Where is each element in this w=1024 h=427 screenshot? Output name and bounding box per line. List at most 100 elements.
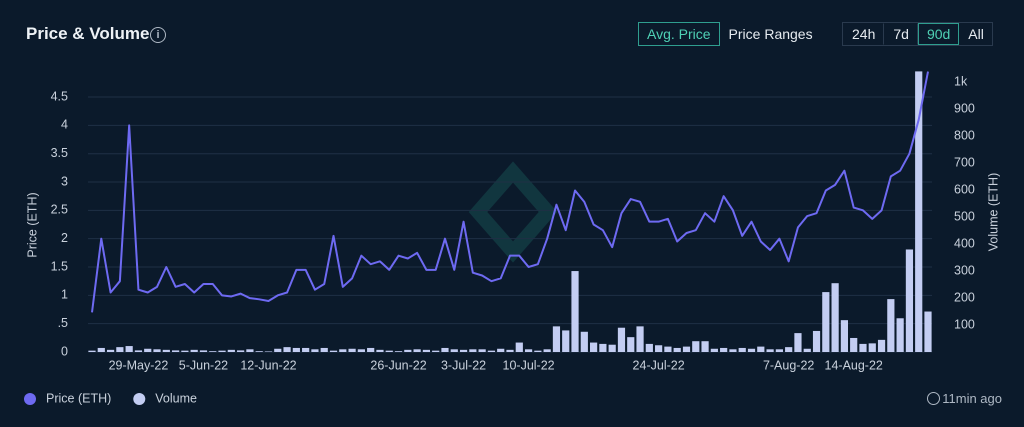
volume-bar bbox=[134, 350, 143, 352]
volume-bar bbox=[822, 292, 830, 352]
volume-bar bbox=[729, 349, 737, 352]
volume-bar bbox=[199, 350, 208, 352]
volume-bar bbox=[868, 343, 876, 352]
x-tick-label: 24-Jul-22 bbox=[633, 358, 685, 372]
volume-bar bbox=[413, 349, 421, 352]
volume-bar bbox=[376, 349, 384, 352]
watermark bbox=[468, 161, 558, 263]
range-toggle: 24h 7d 90d All bbox=[842, 22, 993, 46]
volume-bar bbox=[292, 347, 300, 352]
toggle-button[interactable]: All bbox=[968, 26, 984, 42]
volume-bar bbox=[645, 343, 653, 352]
y2-tick-label: 1k bbox=[954, 74, 968, 88]
volume-bar bbox=[590, 342, 598, 352]
volume-bar bbox=[172, 350, 180, 352]
volume-bar bbox=[812, 330, 821, 352]
volume-bar bbox=[88, 350, 96, 352]
volume-bar bbox=[97, 347, 105, 352]
volume-bar bbox=[580, 331, 588, 352]
y2-tick-label: 700 bbox=[954, 155, 975, 169]
volume-bar bbox=[896, 318, 904, 352]
volume-bar bbox=[320, 347, 328, 352]
volume-bar bbox=[627, 337, 635, 352]
toggle-button[interactable]: 7d bbox=[884, 23, 918, 45]
volume-bar bbox=[237, 350, 245, 352]
volume-bar bbox=[497, 348, 505, 352]
volume-bar bbox=[478, 349, 486, 352]
volume-bar bbox=[515, 342, 523, 352]
volume-bar bbox=[710, 348, 718, 352]
volume-bar bbox=[357, 349, 365, 352]
volume-bar bbox=[450, 349, 458, 352]
volume-bar bbox=[459, 349, 468, 352]
x-tick-label: 26-Jun-22 bbox=[370, 358, 426, 372]
volume-bar bbox=[673, 347, 681, 352]
volume-bar bbox=[738, 347, 746, 352]
volume-bar bbox=[283, 347, 291, 352]
y2-tick-label: 300 bbox=[954, 263, 975, 277]
volume-bar bbox=[775, 349, 783, 352]
volume-bar bbox=[487, 350, 496, 352]
volume-bar bbox=[682, 346, 691, 352]
y2-axis-label: Volume (ETH) bbox=[986, 173, 1000, 252]
chart-title: Price & Volume bbox=[26, 24, 150, 43]
y2-tick-label: 500 bbox=[954, 209, 975, 223]
volume-bar bbox=[311, 349, 319, 352]
volume-bar bbox=[422, 349, 430, 352]
x-tick-label: 3-Jul-22 bbox=[441, 358, 486, 372]
price-mode-toggle: Avg. Price Price Ranges bbox=[638, 22, 822, 46]
y-tick-label: 0 bbox=[61, 344, 68, 358]
volume-bar bbox=[153, 349, 161, 352]
info-icon[interactable]: i bbox=[150, 27, 166, 43]
volume-bar bbox=[404, 349, 412, 352]
volume-bar bbox=[757, 346, 765, 352]
volume-bar bbox=[394, 351, 403, 352]
volume-bar bbox=[655, 345, 663, 352]
volume-bar bbox=[543, 349, 551, 352]
volume-bar bbox=[329, 350, 338, 352]
volume-bar bbox=[264, 351, 273, 352]
volume-bar bbox=[905, 249, 914, 352]
y-tick-label: 1.5 bbox=[51, 259, 68, 273]
x-tick-label: 7-Aug-22 bbox=[763, 358, 814, 372]
volume-bar bbox=[924, 311, 932, 352]
volume-bar bbox=[831, 283, 839, 352]
volume-bar bbox=[692, 341, 700, 352]
x-tick-label: 10-Jul-22 bbox=[503, 358, 555, 372]
volume-bar bbox=[794, 333, 802, 352]
volume-bar bbox=[125, 346, 133, 352]
clock-icon bbox=[927, 392, 940, 405]
toggle-button[interactable]: 24h bbox=[843, 23, 885, 45]
volume-bar bbox=[181, 350, 189, 352]
volume-bar bbox=[274, 348, 282, 352]
volume-bar bbox=[524, 349, 533, 352]
volume-bar bbox=[227, 349, 235, 352]
updated-time: 11min ago bbox=[942, 391, 1002, 406]
volume-bar bbox=[915, 71, 923, 352]
volume-bar bbox=[339, 349, 347, 352]
volume-bar bbox=[506, 349, 514, 352]
volume-bar bbox=[218, 350, 226, 352]
volume-bar bbox=[348, 348, 356, 352]
volume-bar bbox=[116, 347, 124, 352]
volume-bar bbox=[766, 349, 774, 352]
toggle-button[interactable]: Avg. Price bbox=[638, 22, 720, 46]
volume-bar bbox=[246, 349, 254, 352]
volume-bar bbox=[617, 327, 626, 352]
volume-bar bbox=[599, 343, 607, 352]
volume-bar bbox=[803, 348, 811, 352]
volume-bar bbox=[859, 343, 867, 352]
y-tick-label: 2 bbox=[61, 231, 68, 245]
volume-bar bbox=[720, 347, 728, 352]
volume-bar bbox=[209, 351, 217, 352]
y-tick-label: 4.5 bbox=[51, 89, 68, 103]
toggle-button[interactable]: Price Ranges bbox=[728, 26, 813, 42]
x-tick-label: 14-Aug-22 bbox=[825, 358, 883, 372]
volume-bar bbox=[636, 326, 644, 352]
volume-bar bbox=[367, 347, 375, 352]
legend-label: Volume bbox=[155, 391, 197, 405]
toggle-button[interactable]: 90d bbox=[917, 23, 960, 45]
y-tick-label: .5 bbox=[58, 316, 68, 330]
volume-bar bbox=[785, 347, 793, 352]
